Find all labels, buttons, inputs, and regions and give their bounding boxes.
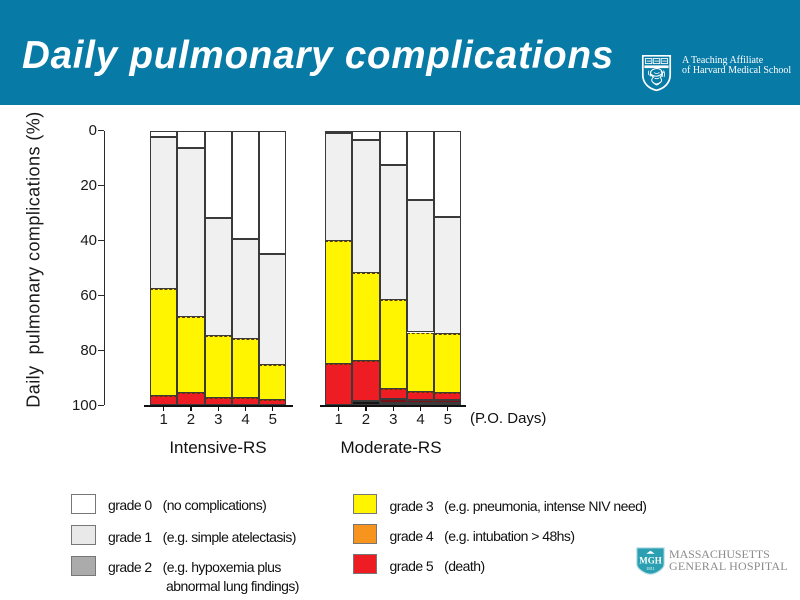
svg-text:MGH: MGH xyxy=(639,556,662,566)
svg-text:1811: 1811 xyxy=(646,566,655,571)
